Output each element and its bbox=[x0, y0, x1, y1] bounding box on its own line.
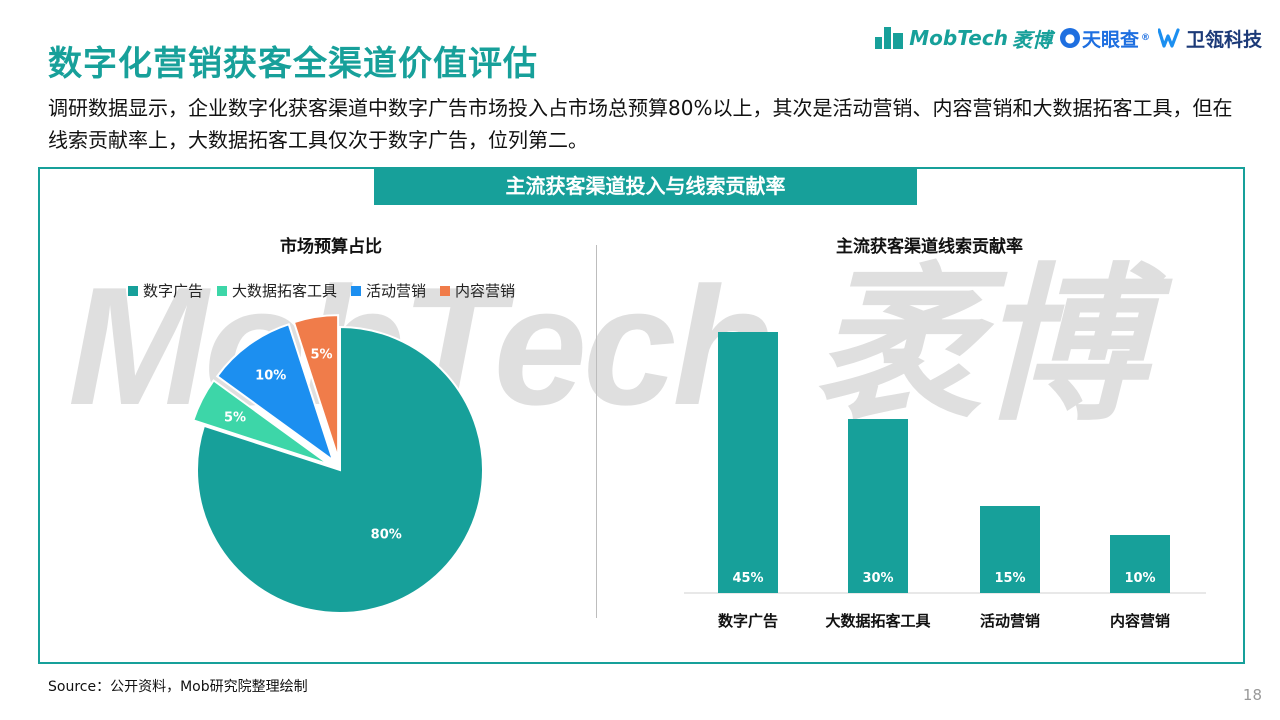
tianyancha-name: 天眼查 bbox=[1081, 28, 1139, 51]
page-description: 调研数据显示，企业数字化获客渠道中数字广告市场投入占市场总预算80%以上，其次是… bbox=[48, 96, 1233, 152]
bar bbox=[718, 332, 778, 593]
pie-slice-label: 5% bbox=[224, 411, 246, 426]
weigong-mark-icon bbox=[1157, 28, 1180, 48]
legend-label: 内容营销 bbox=[455, 282, 516, 300]
bar bbox=[980, 506, 1040, 593]
bar-chart-title: 主流获客渠道线索贡献率 bbox=[836, 237, 1023, 257]
weigong-name: 卫瓴科技 bbox=[1185, 28, 1262, 51]
tianyancha-registered-mark: ® bbox=[1140, 33, 1150, 43]
mobtech-logo: MobTech 袤博 bbox=[875, 24, 1052, 53]
mobtech-cn-name: 袤博 bbox=[1011, 27, 1052, 52]
legend-item: 数字广告 bbox=[128, 280, 203, 301]
logo-bar: MobTech 袤博 ● 天眼查 ® 卫瓴科技 bbox=[875, 22, 1262, 54]
bar-chart: 45% 数字广告 30% 大数据拓客工具 15% 活动营销 10% 内容营销 bbox=[684, 332, 1206, 630]
pie-chart-title: 市场预算占比 bbox=[280, 237, 382, 257]
bar-value-label: 45% bbox=[732, 571, 763, 586]
bar bbox=[1110, 535, 1170, 593]
legend-label: 活动营销 bbox=[366, 282, 427, 300]
bar-value-label: 10% bbox=[1124, 571, 1155, 586]
legend-swatch bbox=[440, 285, 451, 296]
bar-value-label: 15% bbox=[994, 571, 1025, 586]
source-note: Source：公开资料，Mob研究院整理绘制 bbox=[48, 679, 308, 695]
bar-value-label: 30% bbox=[862, 571, 893, 586]
legend-swatch bbox=[217, 285, 228, 296]
mobtech-name: MobTech bbox=[909, 26, 1008, 50]
legend-label: 大数据拓客工具 bbox=[232, 282, 338, 300]
pie-slice bbox=[196, 325, 484, 614]
page-title: 数字化营销获客全渠道价值评估 bbox=[48, 44, 538, 84]
x-tick-label: 数字广告 bbox=[718, 612, 778, 630]
pie-slice-label: 80% bbox=[371, 528, 402, 543]
pie-legend: 数字广告 大数据拓客工具 活动营销 内容营销 bbox=[128, 280, 515, 301]
pie-slice bbox=[292, 314, 340, 459]
bar bbox=[848, 419, 908, 593]
tianyancha-logo: ● 天眼查 ® bbox=[1059, 25, 1150, 52]
page-number: 18 bbox=[1242, 686, 1262, 704]
pie-slice-label: 10% bbox=[255, 369, 286, 384]
legend-item: 大数据拓客工具 bbox=[217, 280, 337, 301]
legend-item: 活动营销 bbox=[351, 280, 426, 301]
legend-swatch bbox=[351, 285, 362, 296]
legend-item: 内容营销 bbox=[440, 280, 515, 301]
panel-divider bbox=[596, 245, 597, 618]
pie-slice bbox=[215, 323, 335, 463]
pie-chart: 80% 5% 10% 5% bbox=[192, 314, 484, 614]
pie-slice-label: 5% bbox=[311, 348, 333, 363]
pie-slice bbox=[192, 379, 330, 466]
x-tick-label: 内容营销 bbox=[1110, 612, 1170, 630]
weigong-logo: 卫瓴科技 bbox=[1157, 25, 1262, 52]
chart-panel: 主流获客渠道投入与线索贡献率 bbox=[38, 167, 1245, 664]
x-tick-label: 活动营销 bbox=[980, 612, 1040, 630]
x-tick-label: 大数据拓客工具 bbox=[825, 612, 930, 630]
mobtech-mark-icon bbox=[875, 27, 905, 49]
panel-banner: 主流获客渠道投入与线索贡献率 bbox=[374, 167, 917, 205]
legend-label: 数字广告 bbox=[143, 282, 204, 300]
legend-swatch bbox=[128, 285, 138, 296]
tianyancha-mark-icon: ● bbox=[1059, 28, 1080, 48]
